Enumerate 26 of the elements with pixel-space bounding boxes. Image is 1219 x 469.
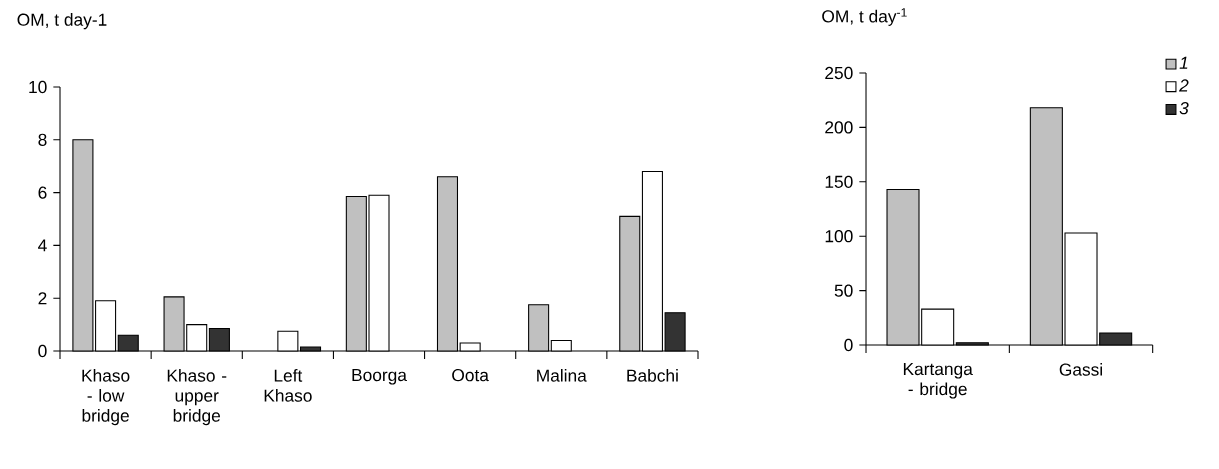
x-tick-label: Khaso - low bridge <box>82 369 130 426</box>
legend-label: 1 <box>1179 56 1188 69</box>
y-tick-label: 100 <box>825 230 853 243</box>
x-tick-label: Babchi <box>627 369 678 382</box>
x-tick-label: Kartanga - bridge <box>903 363 973 399</box>
y-tick-label: 200 <box>825 121 853 134</box>
y-tick-label: 10 <box>29 80 47 94</box>
x-tick-label: Oota <box>452 369 489 382</box>
y-tick-label: 0 <box>38 344 47 358</box>
y-tick-label: 8 <box>38 133 47 146</box>
y-axis-title: OM, t day$^{-1}$ <box>822 8 907 26</box>
x-tick-label: Left Khaso <box>264 369 312 402</box>
y-tick-label: 250 <box>825 66 853 80</box>
legend-label: 2 <box>1179 79 1189 92</box>
x-tick-label: Malina <box>537 369 587 382</box>
y-tick-label: 2 <box>38 292 47 305</box>
y-tick-label: 150 <box>825 175 853 188</box>
y-tick-label: 6 <box>38 186 47 199</box>
y-tick-label: 0 <box>844 338 853 352</box>
y-tick-label: 4 <box>38 239 47 252</box>
x-tick-label: Gassi <box>1059 363 1102 376</box>
x-tick-label: Khaso - upper bridge <box>167 369 227 426</box>
y-axis-title: OM, t day-1 <box>17 13 107 30</box>
x-tick-label: Boorga <box>352 369 407 385</box>
legend-label: 3 <box>1179 102 1189 115</box>
y-tick-label: 50 <box>834 284 853 297</box>
